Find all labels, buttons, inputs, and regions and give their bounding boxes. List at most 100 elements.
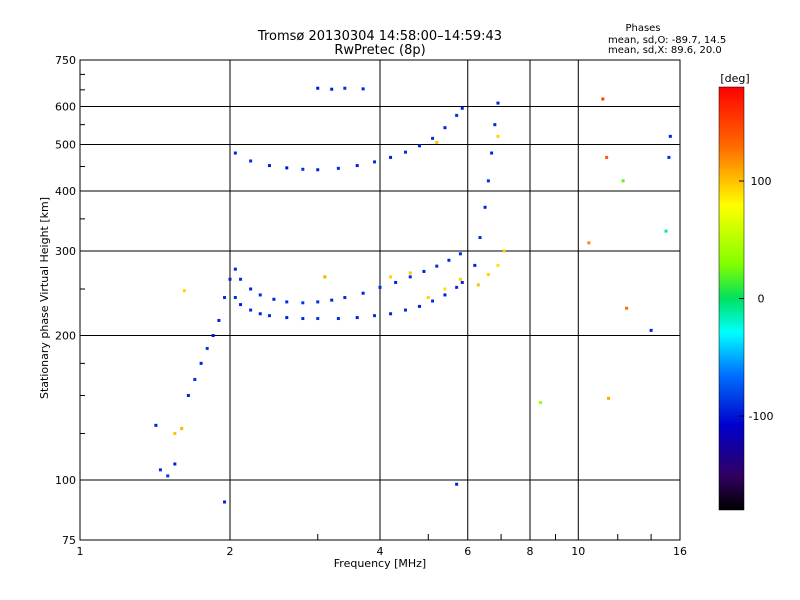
stats-title: Phases xyxy=(625,23,660,34)
data-point xyxy=(483,205,487,209)
data-point xyxy=(664,229,668,233)
data-point xyxy=(186,394,190,398)
data-point xyxy=(193,377,197,381)
data-point xyxy=(239,303,243,307)
data-point xyxy=(447,258,451,262)
data-point xyxy=(426,296,430,300)
data-point xyxy=(330,87,334,91)
data-point xyxy=(476,283,480,287)
data-point xyxy=(285,166,289,170)
x-tick-label: 2 xyxy=(227,545,234,558)
data-point xyxy=(223,296,227,300)
y-tick-label: 75 xyxy=(62,534,76,547)
data-point xyxy=(431,299,435,303)
y-tick-label: 400 xyxy=(55,185,76,198)
data-point xyxy=(272,297,276,301)
x-tick-label: 1 xyxy=(77,545,84,558)
data-point xyxy=(285,316,289,320)
x-tick-label: 6 xyxy=(464,545,471,558)
data-point xyxy=(625,306,629,310)
data-point xyxy=(394,280,398,284)
data-point xyxy=(233,296,237,300)
data-point xyxy=(285,300,289,304)
data-point xyxy=(258,293,262,297)
data-point xyxy=(223,500,227,504)
data-point xyxy=(490,151,494,155)
axis-ticks: 1 2 4 6 8 10 16 75 100 200 300 400 500 600 750 xyxy=(55,54,687,558)
data-point xyxy=(417,144,421,148)
data-point xyxy=(361,87,365,91)
x-tick-label: 16 xyxy=(673,545,687,558)
y-tick-label: 750 xyxy=(55,54,76,67)
data-point xyxy=(355,316,359,320)
data-point xyxy=(649,328,653,332)
data-point xyxy=(496,263,500,267)
data-point xyxy=(455,113,459,117)
stats-o: mean, sd,O: -89.7, 14.5 xyxy=(608,35,726,46)
data-point xyxy=(267,314,271,318)
data-point xyxy=(316,300,320,304)
data-point xyxy=(316,317,320,321)
data-point xyxy=(408,271,412,275)
data-point xyxy=(493,123,497,127)
data-point xyxy=(605,155,609,159)
data-point xyxy=(301,301,305,305)
data-point xyxy=(443,287,447,291)
data-point xyxy=(249,287,253,291)
data-point xyxy=(228,277,232,281)
data-point xyxy=(443,293,447,297)
data-point xyxy=(316,168,320,172)
data-point xyxy=(336,317,340,321)
data-point xyxy=(180,427,184,431)
data-point xyxy=(417,304,421,308)
data-point xyxy=(389,312,393,316)
data-point xyxy=(403,150,407,154)
colorbar-tick-label: 0 xyxy=(758,293,765,306)
colorbar-tick-label: 100 xyxy=(751,175,772,188)
data-point xyxy=(343,296,347,300)
data-point xyxy=(301,317,305,321)
y-axis-label: Stationary phase Virtual Height [km] xyxy=(38,197,51,399)
data-point xyxy=(601,97,605,101)
data-point xyxy=(389,155,393,159)
y-tick-label: 100 xyxy=(55,474,76,487)
data-point xyxy=(258,312,262,316)
data-point xyxy=(389,275,393,279)
data-point xyxy=(301,167,305,171)
y-tick-label: 300 xyxy=(55,245,76,258)
colorbar-ticks: 100 0 -100 xyxy=(739,175,773,423)
data-point xyxy=(316,86,320,90)
data-point xyxy=(249,159,253,163)
stats-x: mean, sd,X: 89.6, 20.0 xyxy=(608,45,722,56)
data-point xyxy=(158,468,162,472)
x-tick-label: 4 xyxy=(377,545,384,558)
data-point xyxy=(435,264,439,268)
scatter-points xyxy=(154,86,672,504)
colorbar-unit-label: [deg] xyxy=(720,72,749,85)
data-point xyxy=(182,289,186,293)
data-point xyxy=(166,474,170,478)
data-point xyxy=(330,298,334,302)
data-point xyxy=(431,136,435,140)
data-point xyxy=(355,164,359,168)
data-point xyxy=(478,236,482,240)
y-tick-label: 600 xyxy=(55,101,76,114)
data-point xyxy=(343,86,347,90)
data-point xyxy=(173,432,177,436)
data-point xyxy=(473,263,477,267)
data-point xyxy=(205,346,209,350)
data-point xyxy=(458,277,462,281)
chart-title-line1: Tromsø 20130304 14:58:00–14:59:43 xyxy=(257,29,502,44)
data-point xyxy=(667,155,671,159)
data-point xyxy=(373,160,377,164)
data-point xyxy=(233,267,237,271)
data-point xyxy=(403,308,407,312)
data-point xyxy=(173,462,177,466)
data-point xyxy=(455,285,459,289)
data-point xyxy=(496,101,500,105)
data-point xyxy=(668,134,672,138)
data-point xyxy=(239,277,243,281)
grid-lines xyxy=(80,60,680,540)
data-point xyxy=(154,423,158,427)
